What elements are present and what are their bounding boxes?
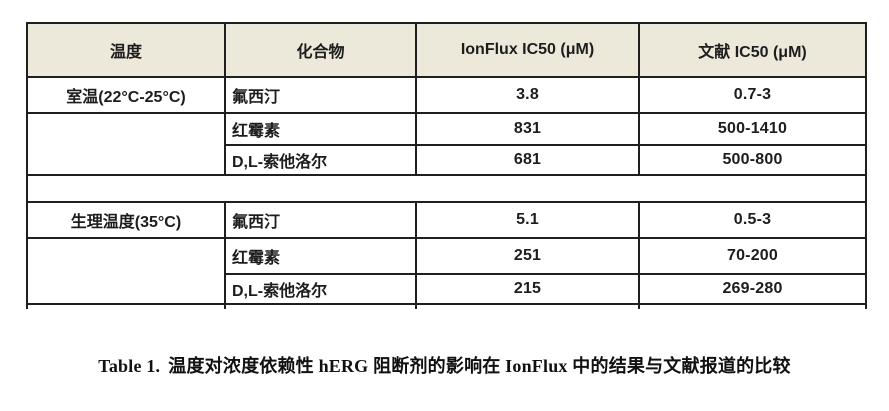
cell-ionflux-value: 5.1 xyxy=(415,201,640,239)
header-cell-ionflux-ic50: IonFlux IC50 (μM) xyxy=(415,22,640,78)
cell-compound: D,L-索他洛尔 xyxy=(224,273,417,305)
ic50-comparison-table: 温度 化合物 IonFlux IC50 (μM) 文献 IC50 (μM) 室温… xyxy=(26,22,867,309)
cell-temperature-physiological: 生理温度(35°C) xyxy=(26,201,226,239)
cell-compound: D,L-索他洛尔 xyxy=(224,144,417,176)
cell-ionflux-value: 681 xyxy=(415,144,640,176)
cell-ionflux-value: 3.8 xyxy=(415,76,640,114)
cell-literature-value: 269-280 xyxy=(638,273,867,305)
cropped-cell xyxy=(224,303,417,309)
cropped-cell xyxy=(26,303,226,309)
table-caption: Table 1. 温度对浓度依赖性 hERG 阻断剂的影响在 IonFlux 中的… xyxy=(0,352,889,378)
cell-literature-value: 500-1410 xyxy=(638,112,867,146)
header-cell-temperature: 温度 xyxy=(26,22,226,78)
spacer-cell xyxy=(26,174,867,203)
cropped-bottom-row xyxy=(26,303,867,309)
cell-literature-value: 70-200 xyxy=(638,237,867,275)
cell-temperature-room: 室温(22°C-25°C) xyxy=(26,76,226,114)
cell-literature-value: 0.5-3 xyxy=(638,201,867,239)
cropped-cell xyxy=(415,303,640,309)
header-cell-literature-ic50: 文献 IC50 (μM) xyxy=(638,22,867,78)
table-row: 红霉素 251 70-200 xyxy=(26,237,867,305)
cell-ionflux-value: 215 xyxy=(415,273,640,305)
table-row: D,L-索他洛尔 681 500-800 xyxy=(27,144,867,176)
cell-ionflux-value: 831 xyxy=(415,112,640,146)
cell-ionflux-value: 251 xyxy=(415,237,640,275)
cell-compound: 氟西汀 xyxy=(224,201,417,239)
header-cell-compound: 化合物 xyxy=(224,22,417,78)
cell-literature-value: 0.7-3 xyxy=(638,76,867,114)
spacer-row xyxy=(26,174,867,203)
table-caption-text: 温度对浓度依赖性 hERG 阻断剂的影响在 IonFlux 中的结果与文献报道的… xyxy=(168,356,791,376)
cell-temperature-empty xyxy=(26,112,226,176)
cell-compound: 氟西汀 xyxy=(224,76,417,114)
cell-compound: 红霉素 xyxy=(224,112,417,146)
table-row: 红霉素 831 500-1410 xyxy=(26,112,867,176)
cell-compound: 红霉素 xyxy=(224,237,417,275)
table-caption-label: Table 1. xyxy=(98,356,161,376)
table-header-row: 温度 化合物 IonFlux IC50 (μM) 文献 IC50 (μM) xyxy=(26,22,867,78)
table-row: 室温(22°C-25°C) 氟西汀 3.8 0.7-3 xyxy=(26,76,867,114)
cropped-cell xyxy=(638,303,867,309)
cell-literature-value: 500-800 xyxy=(638,144,867,176)
cell-temperature-empty xyxy=(26,237,226,305)
table-row: 生理温度(35°C) 氟西汀 5.1 0.5-3 xyxy=(26,201,867,239)
table-row: D,L-索他洛尔 215 269-280 xyxy=(27,273,867,305)
